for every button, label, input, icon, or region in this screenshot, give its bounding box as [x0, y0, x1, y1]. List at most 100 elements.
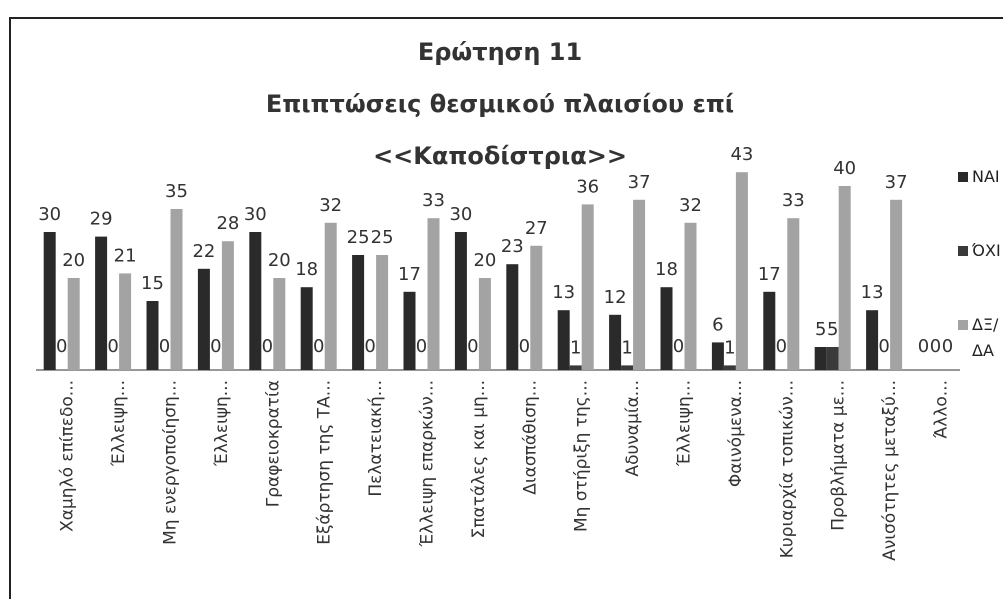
data-label: 0 — [467, 336, 478, 357]
x-tick-label: Ανισότητες μεταξύ... — [880, 380, 900, 561]
data-label: 0 — [776, 336, 787, 357]
data-label: 43 — [730, 144, 753, 165]
data-label: 1 — [621, 337, 632, 358]
data-label: 28 — [216, 213, 239, 234]
data-label: 0 — [56, 336, 67, 357]
bar — [352, 255, 365, 370]
bar — [569, 365, 582, 370]
data-label: 32 — [679, 195, 702, 216]
data-label: 13 — [552, 282, 575, 303]
bar — [170, 209, 183, 370]
data-label: 18 — [295, 259, 318, 280]
bar — [67, 278, 80, 370]
data-label: 30 — [244, 204, 267, 225]
x-tick-label: Αδυναμία... — [623, 380, 643, 477]
bar — [609, 314, 622, 370]
bar — [814, 347, 827, 370]
data-label: 18 — [655, 259, 678, 280]
bar — [633, 199, 646, 370]
bar — [273, 278, 286, 370]
x-tick-label: Εξάρτηση της ΤΑ... — [315, 380, 335, 545]
data-label: 36 — [576, 176, 599, 197]
x-tick-label: Χαμηλό επίπεδο... — [58, 380, 78, 532]
bar — [735, 172, 748, 370]
data-label: 1 — [724, 337, 735, 358]
legend-swatch — [958, 172, 968, 182]
data-label: 29 — [90, 209, 113, 230]
data-label: 37 — [628, 172, 651, 193]
data-label: 1 — [570, 337, 581, 358]
data-label: 0 — [107, 336, 118, 357]
bar — [826, 347, 839, 370]
data-label: 17 — [398, 264, 421, 285]
chart-title: <<Καποδίστρια>> — [373, 142, 627, 170]
x-tick-label: Σπατάλες και μη... — [469, 380, 489, 538]
bar — [684, 222, 697, 370]
legend-label: ΔΞ/ΔΑ — [972, 315, 999, 360]
bar — [403, 291, 416, 370]
chart-title: Επιπτώσεις θεσμικού πλαισίου επί — [266, 90, 734, 118]
data-label: 20 — [473, 250, 496, 271]
bar — [711, 342, 724, 370]
data-label: 12 — [604, 287, 627, 308]
x-tick-label: Έλλειψη... — [675, 380, 695, 467]
data-label: 27 — [525, 218, 548, 239]
bar — [197, 268, 210, 370]
data-label: 25 — [371, 227, 394, 248]
data-label: 20 — [268, 250, 291, 271]
data-label: 0 — [416, 336, 427, 357]
data-label: 33 — [422, 190, 445, 211]
bar — [660, 287, 673, 370]
data-label: 13 — [861, 282, 884, 303]
data-label: 0 — [313, 336, 324, 357]
bar — [890, 199, 903, 370]
chart-border — [9, 17, 1003, 599]
bar — [119, 273, 132, 370]
data-label: 5 — [815, 319, 826, 340]
bar — [95, 236, 108, 370]
bar — [763, 291, 776, 370]
bar — [506, 264, 519, 370]
x-tick-label: Διασπάθιση... — [520, 380, 540, 495]
x-tick-label: Μη ενεργοποίηση... — [161, 380, 181, 545]
bar — [621, 365, 634, 370]
bar — [581, 204, 594, 370]
data-label: 22 — [192, 241, 215, 262]
bar — [146, 301, 159, 370]
data-label: 0 — [878, 336, 889, 357]
bar — [557, 310, 570, 370]
bar — [43, 232, 56, 370]
x-tick-label: Άλλο... — [932, 380, 952, 439]
data-label: 6 — [712, 314, 723, 335]
data-label: 0 — [210, 336, 221, 357]
x-tick-label: Κυριαρχία τοπικών... — [777, 380, 797, 558]
data-label: 25 — [347, 227, 370, 248]
x-tick-label: Γραφειοκρατία — [263, 380, 283, 507]
bar — [427, 218, 440, 370]
data-label: 0 — [918, 336, 929, 357]
bar — [324, 222, 337, 370]
legend-swatch — [958, 246, 968, 256]
data-label: 30 — [449, 204, 472, 225]
x-tick-label: Προβλήματα με... — [829, 380, 849, 531]
data-label: 32 — [319, 195, 342, 216]
data-label: 20 — [62, 250, 85, 271]
bar — [454, 232, 467, 370]
x-tick-label: Μη στήριξη της... — [572, 380, 592, 532]
data-label: 33 — [782, 190, 805, 211]
data-label: 0 — [262, 336, 273, 357]
bar — [530, 245, 543, 370]
data-label: 15 — [141, 273, 164, 294]
x-tick-label: Έλλειψη... — [212, 380, 232, 467]
x-tick-label: Έλλειψη επαρκών... — [418, 380, 438, 548]
data-label: 17 — [758, 264, 781, 285]
legend-label: ΌΧΙ — [972, 241, 1001, 260]
bar — [787, 218, 800, 370]
data-label: 0 — [673, 336, 684, 357]
x-tick-label: Πελατειακή... — [366, 380, 386, 497]
data-label: 0 — [159, 336, 170, 357]
data-label: 0 — [942, 336, 953, 357]
data-label: 5 — [827, 319, 838, 340]
legend-swatch — [958, 320, 968, 330]
